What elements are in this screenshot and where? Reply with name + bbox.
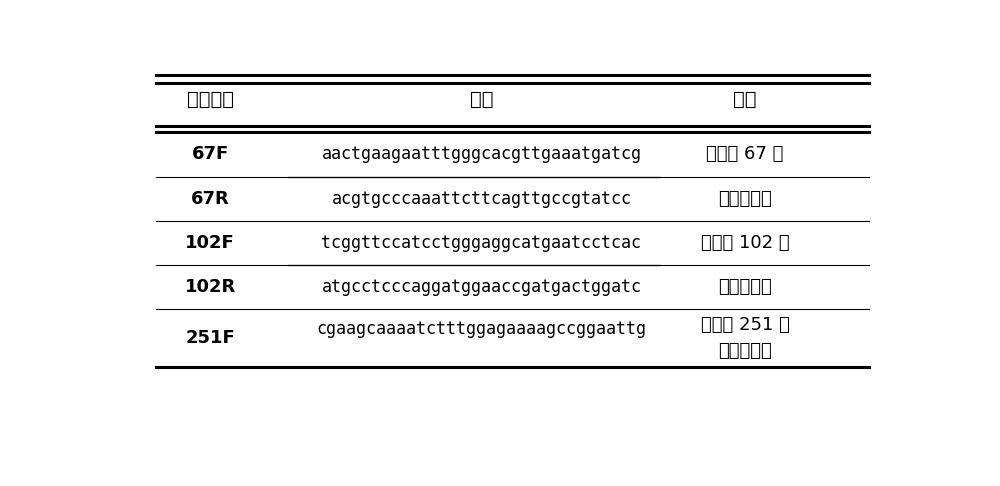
Text: 用途: 用途 <box>733 90 757 109</box>
Text: 引物名称: 引物名称 <box>187 90 234 109</box>
Text: acgtgcccaaattcttcagttgccgtatcc: acgtgcccaaattcttcagttgccgtatcc <box>332 190 632 208</box>
Text: 67F: 67F <box>192 145 229 163</box>
Text: 氨基酸突变: 氨基酸突变 <box>718 190 772 208</box>
Text: 102R: 102R <box>185 278 236 296</box>
Text: 67R: 67R <box>191 190 230 208</box>
Text: 引入第 67 位: 引入第 67 位 <box>706 145 784 163</box>
Text: 氨基酸突变: 氨基酸突变 <box>718 278 772 296</box>
Text: 102F: 102F <box>185 234 235 252</box>
Text: 氨基酸突变: 氨基酸突变 <box>718 342 772 360</box>
Text: 引入第 102 位: 引入第 102 位 <box>701 234 789 252</box>
Text: tcggttccatcctgggaggcatgaatcctcac: tcggttccatcctgggaggcatgaatcctcac <box>322 234 642 252</box>
Text: 序列: 序列 <box>470 90 493 109</box>
Text: 251F: 251F <box>185 329 235 347</box>
Text: cgaagcaaaatctttggagaaaagccggaattg: cgaagcaaaatctttggagaaaagccggaattg <box>316 320 646 338</box>
Text: atgcctcccaggatggaaccgatgactggatc: atgcctcccaggatggaaccgatgactggatc <box>322 278 642 296</box>
Text: aactgaagaatttgggcacgttgaaatgatcg: aactgaagaatttgggcacgttgaaatgatcg <box>322 145 642 163</box>
Text: 引入第 251 位: 引入第 251 位 <box>701 316 789 334</box>
